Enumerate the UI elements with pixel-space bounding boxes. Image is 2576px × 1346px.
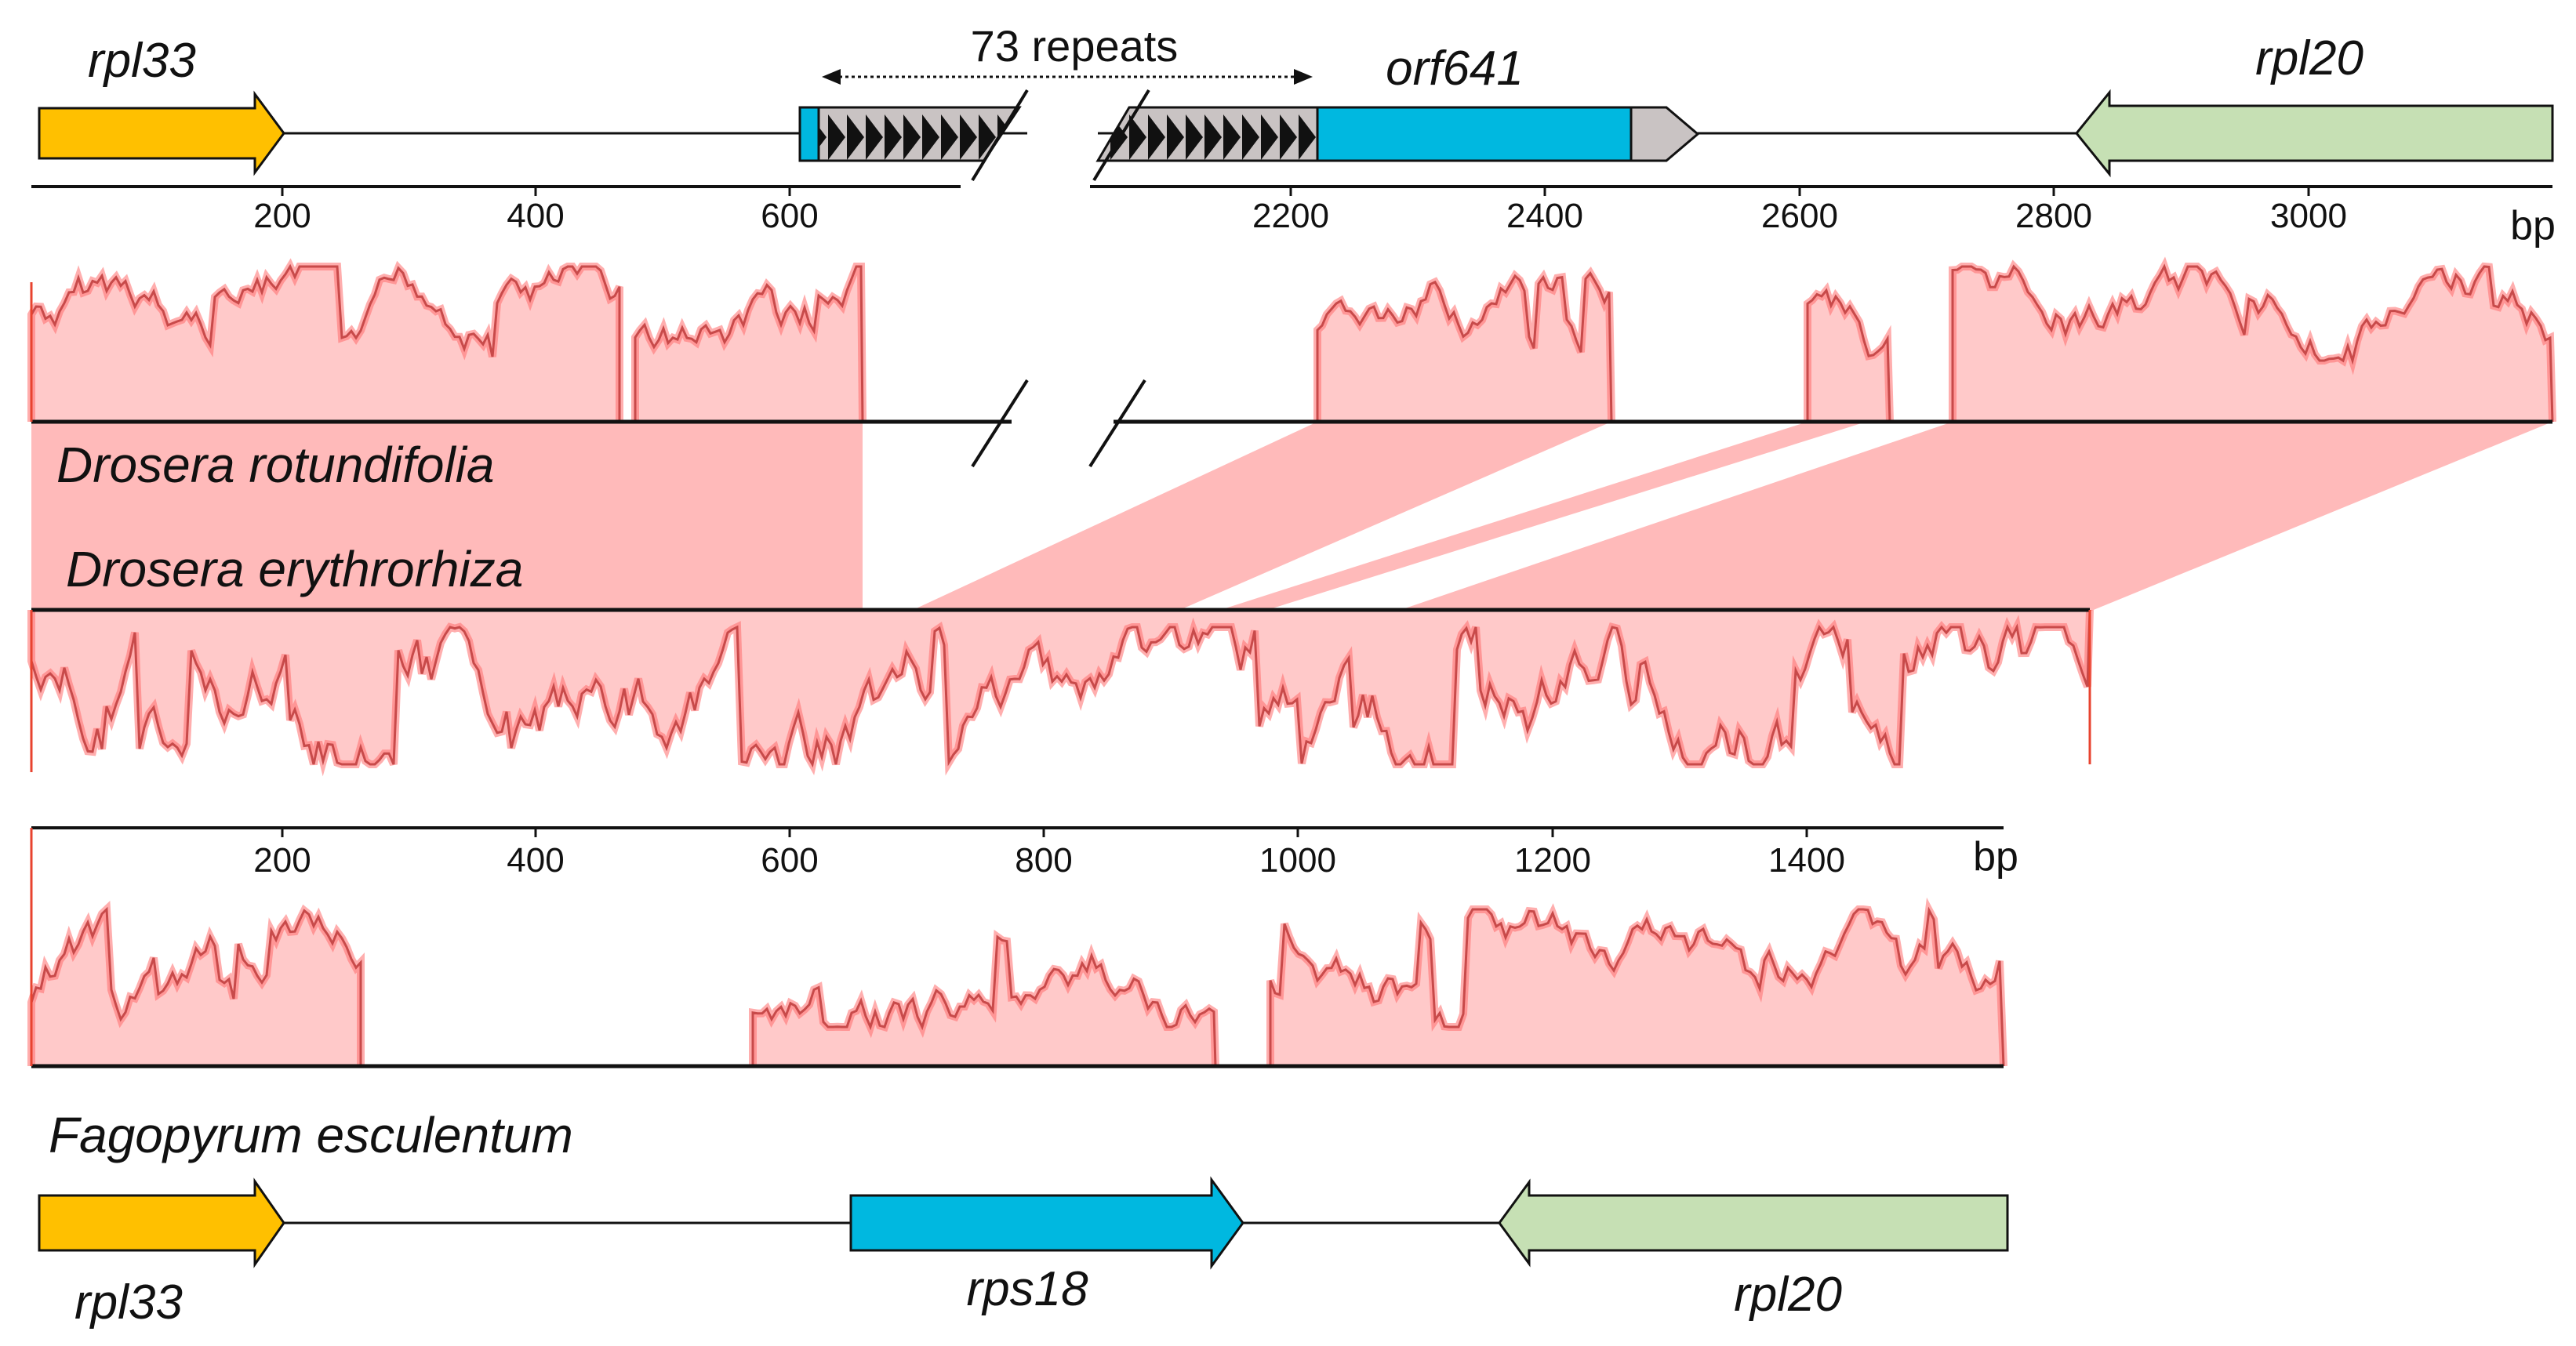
fagopyrum-rps18-label: rps18 — [966, 1262, 1088, 1316]
drosera-orf-start-box — [798, 106, 820, 162]
fagopyrum-rps18-arrow — [849, 1176, 1244, 1270]
mid-tick-1200: 1200 — [1514, 841, 1591, 880]
mid-tick-1400: 1400 — [1768, 841, 1845, 880]
fagopyrum-rpl20-arrow — [1498, 1178, 2009, 1268]
top-ticks-left — [281, 187, 791, 196]
track-rotundifolia — [27, 256, 2556, 468]
top-ticks-right — [1289, 187, 2310, 196]
middle-axis-unit: bp — [1973, 834, 2018, 880]
track-fagopyrum — [27, 828, 2007, 1068]
conservation-line — [751, 934, 1217, 1067]
top-tick-600: 600 — [761, 197, 818, 235]
synteny-band-4 — [1396, 422, 2552, 611]
top-tick-3000: 3000 — [2270, 197, 2347, 235]
drosera-orf641-tip — [1630, 106, 1700, 162]
break-mark-top-left — [971, 89, 1029, 182]
fagopyrum-rpl33-label: rpl33 — [74, 1275, 183, 1330]
repeats-label: 73 repeats — [971, 21, 1179, 71]
top-tick-2600: 2600 — [1761, 197, 1838, 235]
break-mark-mid-left — [971, 379, 1029, 468]
mid-tick-1000: 1000 — [1259, 841, 1336, 880]
drosera-repeat-box-right — [1095, 106, 1319, 162]
mid-tick-800: 800 — [1015, 841, 1072, 880]
species-label-erythrorhiza: Drosera erythrorhiza — [66, 541, 523, 597]
conservation-line — [1951, 263, 2554, 423]
drosera-rpl33-label: rpl33 — [88, 34, 196, 88]
conservation-fill-top — [31, 267, 2552, 422]
top-tick-400: 400 — [507, 197, 564, 235]
drosera-orf641-label: orf641 — [1386, 42, 1524, 96]
top-tick-2200: 2200 — [1252, 197, 1329, 235]
track-erythrorhiza — [27, 608, 2094, 777]
conservation-line-bot — [27, 897, 2007, 1067]
synteny-band-3 — [1215, 422, 1866, 611]
mid-tick-200: 200 — [253, 841, 311, 880]
conservation-line — [1316, 271, 1613, 423]
break-mark-mid-right — [1088, 379, 1146, 468]
drosera-rpl33-arrow — [38, 90, 285, 176]
break-mark-top-right — [1092, 89, 1150, 182]
fagopyrum-gene-map: rpl33 rps18 rpl20 — [38, 1176, 2009, 1330]
conservation-line — [1806, 288, 1891, 423]
synteny-bands — [31, 422, 2552, 611]
drosera-rpl20-label: rpl20 — [2255, 31, 2363, 85]
conservation-area — [31, 267, 619, 422]
synteny-band-1 — [31, 422, 863, 611]
conservation-area — [635, 267, 863, 422]
mid-tick-600: 600 — [761, 841, 818, 880]
top-axis: 200 400 600 2200 2400 2600 2800 3000 bp — [31, 185, 2556, 249]
conservation-area — [1953, 267, 2552, 422]
conservation-line — [30, 906, 362, 1066]
conservation-line — [1269, 906, 2005, 1067]
middle-ticks — [281, 828, 1808, 837]
conservation-line — [634, 265, 864, 423]
mid-tick-400: 400 — [507, 841, 564, 880]
conservation-line — [30, 263, 621, 422]
top-tick-200: 200 — [253, 197, 311, 235]
species-label-rotundifolia: Drosera rotundifolia — [56, 437, 495, 493]
drosera-orf641-box — [1316, 106, 1633, 162]
drosera-rpl20-arrow — [2075, 89, 2554, 178]
drosera-gene-map: 73 repeats rpl33 orf641 rpl20 — [38, 21, 2554, 182]
fagopyrum-rpl20-label: rpl20 — [1734, 1268, 1842, 1322]
conservation-area — [31, 909, 361, 1066]
top-tick-2800: 2800 — [2015, 197, 2092, 235]
top-axis-unit: bp — [2510, 203, 2556, 249]
synteny-band-2 — [910, 422, 1611, 611]
conservation-line-top — [27, 256, 2556, 423]
conservation-line-mid — [27, 609, 2094, 777]
species-label-fagopyrum: Fagopyrum esculentum — [49, 1107, 573, 1163]
repeats-span-arrow — [822, 69, 1313, 85]
fagopyrum-rpl33-arrow — [38, 1177, 285, 1268]
middle-axis: 200 400 600 800 1000 1200 1400 bp — [31, 826, 2018, 880]
conservation-area — [1808, 290, 1890, 422]
conservation-line — [30, 609, 2091, 768]
top-tick-2400: 2400 — [1506, 197, 1583, 235]
